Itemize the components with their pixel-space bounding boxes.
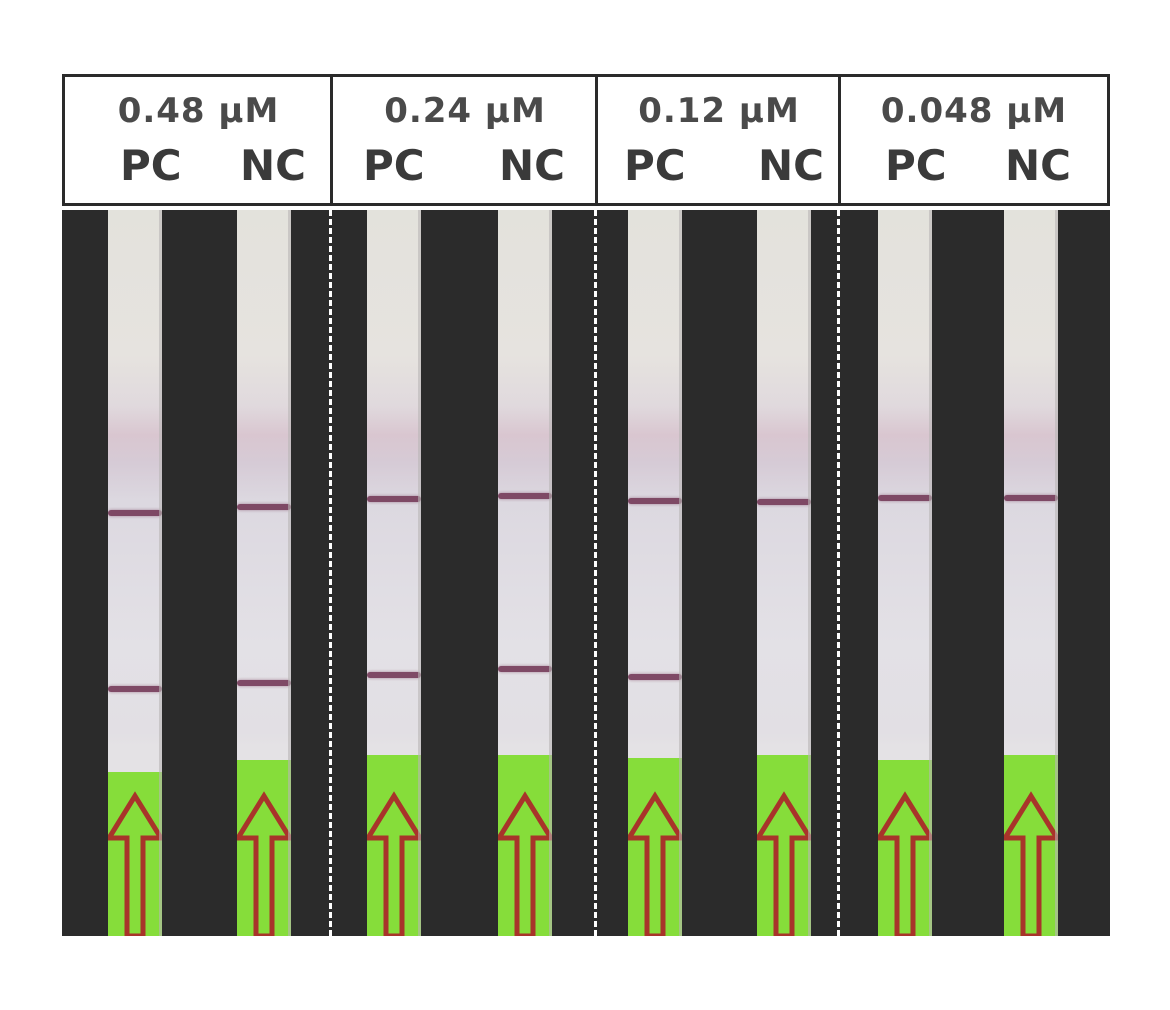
sample-pad bbox=[757, 755, 811, 936]
concentration-label: 0.12 µM bbox=[638, 91, 800, 131]
strip-edge bbox=[159, 210, 162, 936]
group-header-3: 0.12 µM PC NC bbox=[595, 74, 840, 206]
control-line bbox=[108, 510, 162, 516]
lane-label-nc: NC bbox=[240, 141, 306, 190]
sample-pad bbox=[498, 755, 552, 936]
sample-pad bbox=[237, 760, 291, 936]
test-line bbox=[237, 680, 291, 686]
concentration-label: 0.048 µM bbox=[880, 91, 1068, 131]
control-line bbox=[757, 499, 811, 505]
sample-pad bbox=[1004, 755, 1058, 936]
control-line bbox=[237, 504, 291, 510]
test-line bbox=[628, 674, 682, 680]
arrow-up-icon bbox=[757, 791, 811, 936]
concentration-label: 0.24 µM bbox=[384, 91, 546, 131]
lane-label-nc: NC bbox=[499, 141, 565, 190]
test-strip-pc bbox=[878, 210, 932, 936]
group-divider bbox=[594, 210, 597, 936]
control-line bbox=[628, 498, 682, 504]
test-strip-pc bbox=[108, 210, 162, 936]
test-strip-pc bbox=[628, 210, 682, 936]
strip-edge bbox=[288, 210, 291, 936]
lateral-flow-figure: 0.48 µM PC NC 0.24 µM PC NC 0.12 µM PC N… bbox=[62, 74, 1110, 936]
lane-label-pc: PC bbox=[363, 141, 425, 190]
test-strip-nc bbox=[498, 210, 552, 936]
strip-panel bbox=[62, 210, 1110, 936]
strip-edge bbox=[418, 210, 421, 936]
control-line bbox=[498, 493, 552, 499]
group-header-2: 0.24 µM PC NC bbox=[330, 74, 597, 206]
arrow-up-icon bbox=[498, 791, 552, 936]
strip-edge bbox=[808, 210, 811, 936]
arrow-up-icon bbox=[367, 791, 421, 936]
lane-label-nc: NC bbox=[1005, 141, 1071, 190]
arrow-up-icon bbox=[1004, 791, 1058, 936]
control-line bbox=[367, 496, 421, 502]
strip-edge bbox=[1055, 210, 1058, 936]
sample-pad bbox=[628, 758, 682, 936]
sample-pad bbox=[878, 760, 932, 936]
group-header-1: 0.48 µM PC NC bbox=[62, 74, 332, 206]
test-line bbox=[367, 672, 421, 678]
test-line bbox=[498, 666, 552, 672]
sample-pad bbox=[367, 755, 421, 936]
arrow-up-icon bbox=[628, 791, 682, 936]
strip-edge bbox=[929, 210, 932, 936]
lane-label-nc: NC bbox=[758, 141, 824, 190]
concentration-label: 0.48 µM bbox=[117, 91, 280, 131]
test-strip-nc bbox=[237, 210, 291, 936]
header-row: 0.48 µM PC NC 0.24 µM PC NC 0.12 µM PC N… bbox=[62, 74, 1110, 210]
test-line bbox=[108, 686, 162, 692]
group-divider bbox=[837, 210, 840, 936]
group-divider bbox=[329, 210, 332, 936]
test-strip-nc bbox=[757, 210, 811, 936]
arrow-up-icon bbox=[108, 791, 162, 936]
arrow-up-icon bbox=[878, 791, 932, 936]
strip-edge bbox=[549, 210, 552, 936]
control-line bbox=[1004, 495, 1058, 501]
control-line bbox=[878, 495, 932, 501]
test-strip-nc bbox=[1004, 210, 1058, 936]
test-strip-pc bbox=[367, 210, 421, 936]
lane-label-pc: PC bbox=[120, 141, 182, 190]
group-header-4: 0.048 µM PC NC bbox=[838, 74, 1110, 206]
lane-label-pc: PC bbox=[624, 141, 686, 190]
lane-label-pc: PC bbox=[885, 141, 947, 190]
arrow-up-icon bbox=[237, 791, 291, 936]
strip-edge bbox=[679, 210, 682, 936]
